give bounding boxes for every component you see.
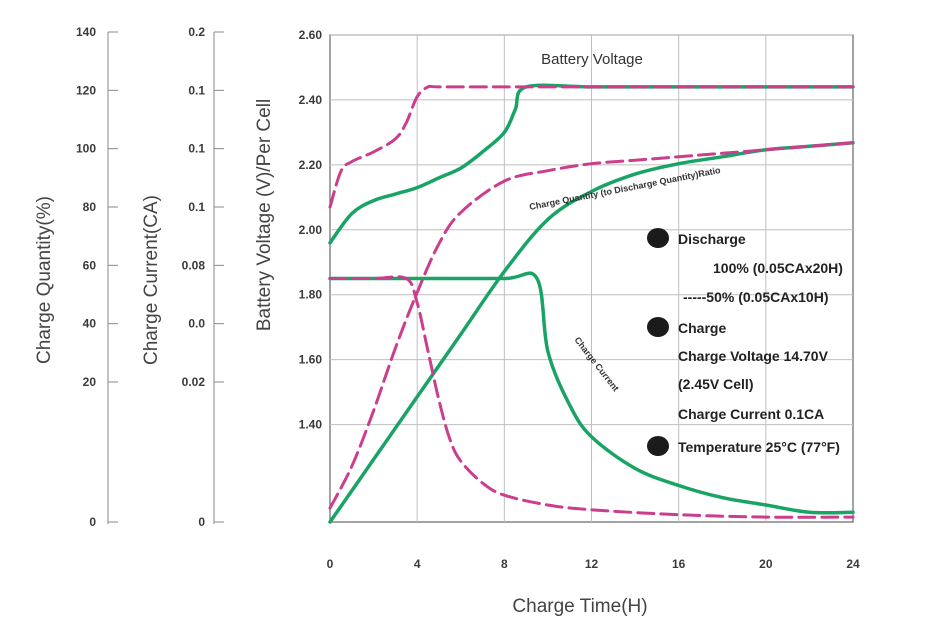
legend-discharge-line2: -----50% (0.05CAx10H)	[683, 289, 828, 305]
current-tick-label: 0.02	[182, 375, 206, 389]
series-line-quantity-dashed	[328, 141, 855, 510]
current-tick-label: 0.1	[188, 83, 205, 97]
legend-charge-line2: (2.45V Cell)	[678, 376, 753, 392]
quantity-tick-label: 140	[76, 25, 96, 39]
x-tick-label: 4	[414, 557, 421, 571]
quantity-tick-label: 60	[83, 258, 97, 272]
quantity-tick-label: 120	[76, 83, 96, 97]
current-tick-label: 0.0	[188, 317, 205, 331]
x-tick-label: 16	[672, 557, 686, 571]
left-axes: 0 20 40 60 80 100 120 140 0 0.02 0.0 0.08 0.1 0.1 0.1 0…	[76, 25, 224, 529]
series-line-current-dashed	[328, 275, 855, 519]
current-tick-label: 0.1	[188, 200, 205, 214]
legend-discharge-title: Discharge	[678, 231, 746, 247]
legend-charge-line1: Charge Voltage 14.70V	[678, 348, 829, 364]
voltage-tick-label: 2.20	[299, 158, 323, 172]
current-tick-label: 0.2	[188, 25, 205, 39]
discharge-bullet-icon	[647, 228, 669, 248]
legend-discharge-line1: 100% (0.05CAx20H)	[713, 260, 843, 276]
quantity-tick-label: 100	[76, 142, 96, 156]
x-tick-label: 24	[846, 557, 860, 571]
battery-voltage-curve-label: Battery Voltage	[541, 51, 643, 68]
quantity-tick-label: 80	[83, 200, 97, 214]
current-tick-label: 0	[198, 515, 205, 529]
quantity-axis-title: Charge Quantity(%)	[34, 196, 55, 364]
quantity-tick-label: 0	[89, 515, 96, 529]
series-line-voltage-dashed	[328, 84, 855, 209]
series-line-current-solid	[328, 271, 855, 515]
quantity-tick-label: 40	[83, 317, 97, 331]
voltage-tick-label: 1.40	[299, 418, 323, 432]
legend-temperature: Temperature 25°C (77°F)	[678, 439, 840, 455]
charge-current-curve-label: Charge Current	[572, 335, 621, 393]
x-axis-title: Charge Time(H)	[512, 596, 647, 617]
quantity-tick-label: 20	[83, 375, 97, 389]
voltage-tick-label: 2.40	[299, 93, 323, 107]
current-tick-label: 0.08	[182, 258, 206, 272]
x-tick-label: 12	[585, 557, 599, 571]
x-tick-label: 20	[759, 557, 773, 571]
x-tick-label: 8	[501, 557, 508, 571]
current-tick-label: 0.1	[188, 142, 205, 156]
current-axis-title: Charge Current(CA)	[141, 195, 162, 365]
series-line-quantity-solid	[328, 141, 855, 524]
x-tick-label: 0	[327, 557, 334, 571]
voltage-tick-label: 2.00	[299, 223, 323, 237]
voltage-tick-label: 2.60	[299, 28, 323, 42]
charge-bullet-icon	[647, 317, 669, 337]
legend-charge-title: Charge	[678, 320, 726, 336]
legend: Discharge 100% (0.05CAx20H) -----50% (0.…	[647, 228, 843, 456]
series-layer	[328, 83, 855, 524]
plot-grid: 0 4 8 12 16 20 24 1.40 1.60 1.80 2.00 2.20 2.40 2.60	[299, 28, 860, 571]
voltage-tick-label: 1.60	[299, 353, 323, 367]
charge-quantity-curve-label: Charge Quantity (to Discharge Quantity)R…	[528, 165, 721, 212]
legend-charge-line3: Charge Current 0.1CA	[678, 406, 824, 422]
voltage-axis-title: Battery Voltage (V)/Per Cell	[254, 99, 275, 331]
labels-layer: Charge Time(H) Charge Quantity(%) Charge…	[34, 51, 722, 617]
temperature-bullet-icon	[647, 436, 669, 456]
voltage-tick-label: 1.80	[299, 288, 323, 302]
